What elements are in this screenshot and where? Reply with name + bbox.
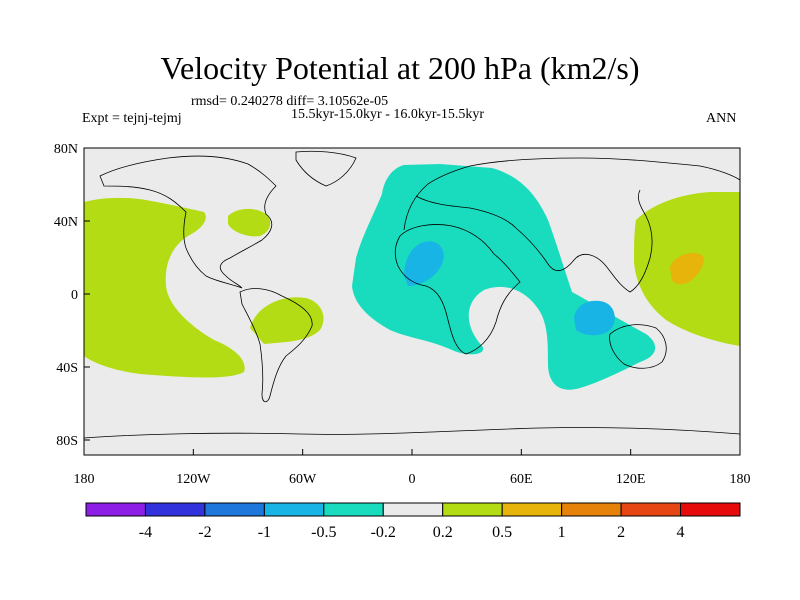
colorbar-swatch (263, 502, 325, 517)
colorbar-swatch (144, 502, 206, 517)
south-america-coast (239, 288, 313, 403)
lon-tick-label: 120W (176, 472, 211, 487)
colorbar-label: -0.2 (371, 524, 396, 541)
greenland-coast (295, 150, 357, 187)
colorbar (85, 502, 741, 517)
north-america-coast (99, 155, 277, 289)
east-pacific-high (84, 197, 245, 378)
colorbar-label: -0.5 (311, 524, 336, 541)
colorbar-swatch (85, 502, 146, 517)
colorbar-swatch (442, 502, 503, 517)
colorbar-swatch (561, 502, 622, 517)
lat-tick-label: 0 (71, 288, 78, 303)
colorbar-swatch (204, 502, 265, 517)
lat-tick-label: 80S (56, 434, 78, 449)
lon-tick-label: 60W (289, 472, 317, 487)
atlantic-indian-low-region (352, 164, 656, 390)
colorbar-label: -1 (258, 524, 271, 541)
colorbar-swatch (620, 502, 682, 517)
west-africa-low (404, 241, 444, 286)
colorbar-label: 2 (617, 524, 625, 541)
eurasia-coast (403, 157, 741, 293)
lon-tick-label: 180 (74, 472, 95, 487)
colorbar-swatch (382, 502, 444, 517)
lon-tick-label: 180 (730, 472, 751, 487)
season-label: ANN (706, 111, 737, 126)
colorbar-label: 0.2 (433, 524, 453, 541)
lat-tick-label: 80N (54, 142, 78, 157)
lon-tick-label: 120E (616, 472, 646, 487)
plot-title: Velocity Potential at 200 hPa (km2/s) (160, 50, 640, 86)
lat-tick-label: 40S (56, 361, 78, 376)
colorbar-label: 1 (558, 524, 566, 541)
colorbar-swatch (680, 502, 741, 517)
australia-coast (609, 324, 667, 369)
map-axis-ticks (83, 147, 741, 455)
colorbar-label: -2 (198, 524, 211, 541)
northwest-pacific-high-core (670, 252, 704, 285)
africa-coast (394, 224, 521, 355)
colorbar-swatch (323, 502, 384, 517)
negative-anomaly-region (352, 164, 656, 390)
strong-negative-anomaly (404, 241, 615, 336)
colorbar-swatch (501, 502, 563, 517)
south-america-high (250, 297, 324, 344)
indian-ocean-low (574, 300, 615, 336)
lon-tick-label: 0 (409, 472, 416, 487)
lat-tick-label: 40N (54, 215, 78, 230)
colorbar-label: -4 (139, 524, 152, 541)
colorbar-label: 0.5 (492, 524, 512, 541)
colorbar-labels: -4 -2 -1 -0.5 -0.2 0.2 0.5 1 2 4 (139, 524, 685, 541)
stats-text: rmsd= 0.240278 diff= 3.10562e-05 (191, 94, 389, 109)
experiment-label: Expt = tejnj-tejmj (82, 111, 182, 126)
colorbar-label: 4 (677, 524, 685, 541)
map-axis-labels: 180 120W 60W 0 60E 120E 180 80N 40N 0 40S 80S (54, 142, 751, 487)
coastlines (83, 150, 741, 439)
lon-tick-label: 60E (510, 472, 533, 487)
periods-text: 15.5kyr-15.0kyr - 16.0kyr-15.5kyr (291, 107, 485, 122)
antarctica-coast (83, 427, 741, 439)
strong-positive-anomaly (670, 252, 704, 285)
north-america-high (228, 208, 271, 237)
